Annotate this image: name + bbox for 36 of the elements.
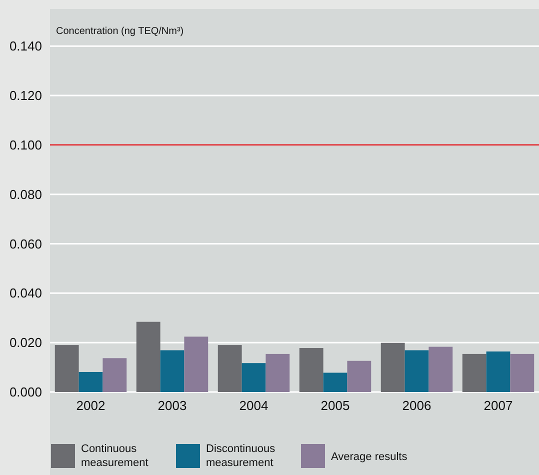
x-tick-label: 2004 <box>239 398 268 413</box>
y-tick-label: 0.140 <box>9 38 42 54</box>
bar <box>510 354 534 392</box>
legend-label: Continuous measurement <box>81 443 148 469</box>
x-tick-label: 2006 <box>402 398 432 413</box>
bar <box>428 346 453 392</box>
bar <box>323 372 348 392</box>
y-tick-label: 0.060 <box>9 236 42 252</box>
bar <box>136 322 160 392</box>
bar <box>486 351 510 392</box>
bar <box>242 363 266 392</box>
bar <box>160 350 184 392</box>
bar <box>78 372 103 392</box>
bar <box>404 350 429 392</box>
y-tick-label: 0.040 <box>9 286 42 301</box>
bar <box>266 354 290 392</box>
bar <box>54 345 79 392</box>
bar <box>462 354 486 392</box>
y-tick-label: 0.080 <box>9 186 42 202</box>
x-tick-label: 2002 <box>76 398 106 413</box>
y-tick-label: 0.120 <box>9 88 42 104</box>
y-axis-title: Concentration (ng TEQ/Nm³) <box>56 26 184 37</box>
x-tick-label: 2005 <box>320 398 350 413</box>
bar <box>184 336 208 392</box>
legend-label: Average results <box>331 451 408 463</box>
x-tick-label: 2007 <box>484 398 513 413</box>
bar <box>218 345 242 392</box>
y-tick-label: 0.020 <box>9 335 42 350</box>
bar <box>299 348 324 392</box>
bar <box>380 342 405 392</box>
y-tick-label: 0.100 <box>9 137 42 152</box>
legend-label: Discontinuous measurement <box>206 443 276 469</box>
x-tick-label: 2003 <box>158 398 187 413</box>
y-tick-label: 0.000 <box>9 384 42 400</box>
bar <box>102 358 127 392</box>
bar <box>347 360 372 392</box>
